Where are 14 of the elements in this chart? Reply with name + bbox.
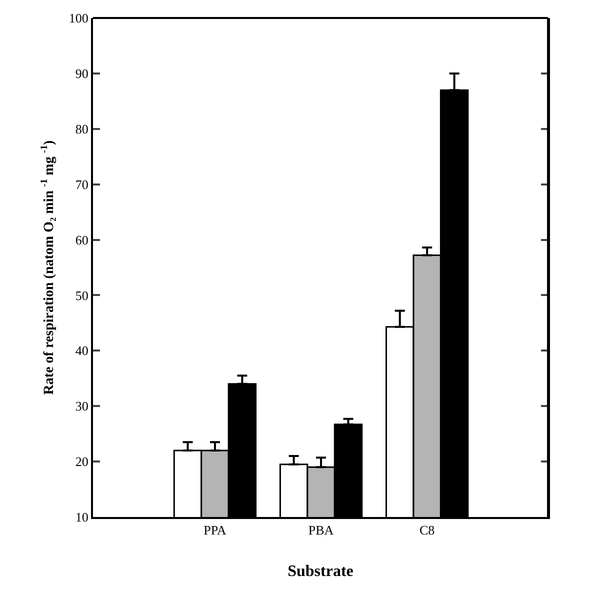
y-tick-label: 60 [75, 232, 88, 248]
y-tick-label: 70 [75, 176, 88, 192]
y-tick-label: 10 [75, 510, 88, 525]
y-tick-label: 80 [75, 121, 88, 136]
x-tick-label: PPA [204, 522, 227, 538]
y-tick-label: 90 [75, 66, 88, 81]
y-tick-label: 40 [75, 343, 88, 358]
x-tick-label: C8 [420, 522, 435, 538]
x-axis-title: Substrate [288, 562, 354, 580]
y-tick-label: 100 [68, 10, 88, 26]
y-tick-label: 50 [75, 288, 88, 303]
x-tick-label: PBA [308, 522, 334, 538]
y-tick-label: 30 [75, 398, 88, 414]
y-tick-label: 20 [75, 454, 88, 470]
